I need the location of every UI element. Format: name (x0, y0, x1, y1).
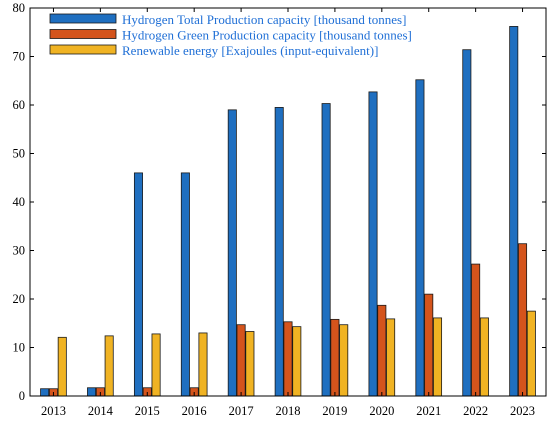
bar-2019-series-3 (339, 324, 349, 397)
bar-2019-series-1 (321, 103, 331, 397)
legend-label-series-1: Hydrogen Total Production capacity [thou… (122, 12, 406, 27)
bar-2013-series-1 (40, 388, 50, 397)
y-tick-label: 70 (13, 50, 26, 64)
bar-2019-series-2 (330, 318, 340, 397)
bar-2020-series-2 (377, 304, 387, 397)
bar-2015-series-1 (133, 172, 143, 397)
x-tick-label: 2018 (276, 404, 301, 418)
bar-2015-series-3 (151, 333, 161, 397)
bar-2014-series-3 (104, 335, 114, 397)
x-tick-label: 2013 (41, 404, 66, 418)
bar-2020-series-3 (386, 318, 396, 397)
bar-2021-series-3 (433, 317, 443, 397)
bar-2017-series-3 (245, 331, 255, 397)
legend-swatch-series-2 (49, 29, 117, 39)
legend-swatch-series-3 (49, 44, 117, 55)
x-tick-label: 2020 (369, 404, 394, 418)
bar-2021-series-2 (424, 293, 434, 397)
y-tick-label: 20 (13, 292, 26, 306)
bar-2022-series-3 (479, 317, 489, 397)
bar-2023-series-2 (518, 243, 528, 397)
x-tick-label: 2021 (416, 404, 441, 418)
bar-2017-series-2 (236, 324, 246, 397)
y-tick-label: 80 (13, 1, 26, 15)
y-tick-label: 50 (13, 147, 26, 161)
legend-swatch-series-1 (49, 13, 117, 24)
y-tick-label: 0 (19, 389, 25, 403)
x-tick-label: 2019 (322, 404, 347, 418)
legend-label-series-2: Hydrogen Green Production capacity [thou… (122, 28, 412, 43)
x-tick-label: 2017 (229, 404, 254, 418)
bar-2022-series-1 (462, 49, 472, 397)
bar-2016-series-1 (180, 172, 190, 397)
y-tick-label: 30 (13, 244, 26, 258)
y-tick-label: 40 (13, 195, 26, 209)
y-tick-label: 10 (13, 341, 26, 355)
bar-2016-series-3 (198, 332, 208, 397)
bar-2023-series-3 (526, 310, 536, 397)
bar-2017-series-1 (227, 109, 237, 397)
bar-2018-series-1 (274, 107, 284, 397)
legend: Hydrogen Total Production capacity [thou… (49, 12, 412, 58)
bar-2014-series-1 (87, 387, 97, 397)
ticks-layer: 2013 2014 2015 2016 2017 2018 2019 2020 2021 2022… (13, 1, 546, 418)
x-tick-label: 2015 (135, 404, 160, 418)
x-tick-label: 2022 (463, 404, 488, 418)
bar-2023-series-1 (509, 26, 519, 397)
y-tick-label: 60 (13, 98, 26, 112)
bars-layer (40, 26, 536, 397)
x-tick-label: 2016 (182, 404, 207, 418)
bar-2020-series-1 (368, 91, 378, 397)
x-tick-label: 2014 (88, 404, 114, 418)
bar-2018-series-2 (283, 321, 293, 397)
bar-2021-series-1 (415, 79, 425, 397)
bar-2013-series-3 (57, 336, 67, 397)
x-tick-label: 2023 (510, 404, 535, 418)
bar-2018-series-3 (292, 326, 302, 397)
bar-2022-series-2 (471, 263, 481, 397)
legend-label-series-3: Renewable energy [Exajoules (input-equiv… (122, 43, 378, 58)
